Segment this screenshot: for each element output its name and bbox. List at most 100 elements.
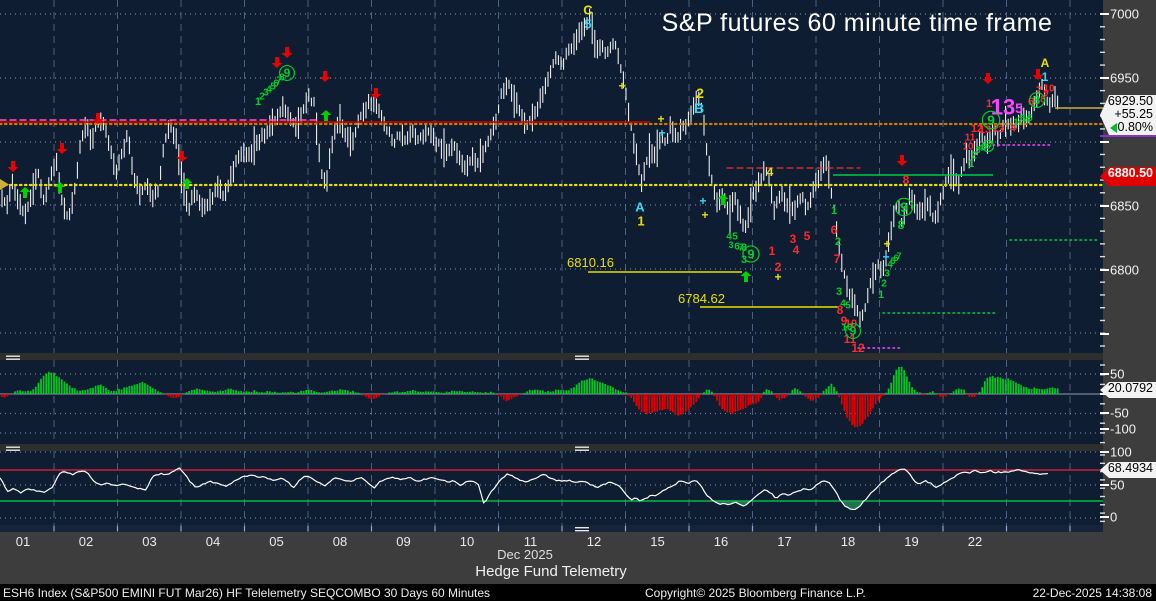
wave-label: 6: [893, 253, 898, 263]
sell-arrow-icon: [56, 143, 68, 154]
panel-resize-handles[interactable]: [6, 355, 589, 532]
sell-arrow-icon: [896, 155, 908, 166]
x-axis-day-label: 04: [205, 534, 221, 549]
plus-marker: +: [774, 270, 781, 284]
wave-label: 8: [837, 303, 844, 317]
wave-label: 6: [831, 223, 838, 237]
footer-bar: ESH6 Index (S&P500 EMINI FUT Mar26) HF T…: [0, 584, 1156, 601]
panel-resize-handle: [575, 530, 589, 532]
x-axis-day-label: 12: [586, 534, 602, 549]
wave-label: 1: [831, 205, 837, 217]
wave-label: 4: [726, 232, 732, 243]
wave-label: 13: [979, 124, 991, 136]
y-axis-tick-label: 50: [1110, 366, 1125, 382]
last-price-flag: 6929.50 +55.25 0.80%: [1100, 95, 1156, 135]
wave-label: 10: [962, 142, 974, 153]
instrument-description: ESH6 Index (S&P500 EMINI FUT Mar26) HF T…: [3, 586, 491, 600]
up-change-wedge-icon: [1110, 123, 1117, 133]
plus-marker: +: [882, 250, 889, 264]
wave-label: 7: [1036, 85, 1042, 97]
panel-resize-handle: [6, 358, 20, 360]
wave-label: 5: [981, 142, 986, 152]
signal-arrows: [7, 47, 1044, 282]
panel-resize-handle: [575, 527, 589, 529]
wave-label: A: [1041, 56, 1050, 70]
wave-label: 3: [728, 240, 733, 250]
wave-label: 5: [890, 256, 895, 266]
x-axis-day-label: 17: [777, 534, 792, 549]
wave-label: 8: [1040, 95, 1046, 106]
panel-resize-handle: [575, 355, 589, 357]
watermark-hedge-fund-telemetry: Hedge Fund Telemetry: [475, 563, 627, 580]
axis-ticks: [53, 13, 1109, 532]
copyright-notice: Copyright© 2025 Bloomberg Finance L.P.: [645, 586, 866, 600]
y-axis-tick-label: 0: [1110, 509, 1118, 525]
x-axis-day-label: 08: [332, 534, 348, 549]
sell-arrow-icon: [271, 57, 283, 68]
sell-arrow-icon: [1032, 69, 1044, 80]
wave-label: 1: [637, 214, 644, 229]
y-axis-tick-label: -50: [1110, 405, 1129, 421]
wave-label: 4: [767, 165, 774, 179]
x-axis-day-label: 01: [15, 534, 31, 549]
histogram-bars: [1, 366, 1059, 428]
wave-label: 2: [971, 151, 977, 162]
x-axis-day-label: 09: [396, 534, 411, 549]
plus-marker: +: [657, 112, 664, 126]
wave-label: 6: [734, 242, 740, 253]
wave-label: 6: [985, 141, 990, 151]
support-level-label: 6784.62: [678, 291, 725, 306]
sell-arrow-icon: [281, 47, 293, 58]
wave-label: 1: [255, 96, 261, 108]
wave-label: 6: [1028, 96, 1034, 108]
panel-resize-handle: [6, 355, 20, 357]
y-axis-tick-label: 100: [1110, 444, 1132, 460]
sell-arrow-icon: [176, 151, 188, 162]
wave-label: 3: [790, 232, 797, 246]
wave-label: 1: [878, 289, 884, 301]
level-start-marker: [0, 179, 9, 190]
wave-label: 1: [769, 244, 776, 258]
wave-label: 5: [804, 229, 811, 243]
wave-label: 4: [887, 260, 893, 271]
y-axis-tick-label: -100: [1110, 421, 1137, 437]
wave-label: 9: [850, 324, 857, 338]
x-axis-day-label: 02: [78, 534, 94, 549]
sell-arrow-icon: [982, 73, 994, 84]
wave-label: 9: [987, 112, 995, 128]
y-axis-tick-label: 6800: [1110, 262, 1139, 278]
wave-label: 2: [696, 85, 704, 101]
timestamp: 22-Dec-2025 14:38:08: [1032, 586, 1152, 600]
wave-label: 8: [741, 242, 747, 254]
wave-label: 5: [1015, 100, 1023, 116]
wave-label: A: [635, 200, 645, 215]
panel-resize-handle: [575, 449, 589, 451]
panel-resize-handle: [6, 446, 20, 448]
wave-label: 4: [978, 143, 983, 153]
support-level-label: 6810.16: [567, 255, 614, 270]
wave-label: 3: [1020, 113, 1025, 123]
wave-label: 5: [584, 17, 591, 32]
rsi-value-flag: 68.4934: [1100, 462, 1156, 478]
x-axis-day-label: 18: [840, 534, 856, 549]
buy-arrow-icon: [54, 182, 66, 193]
wave-label: 10: [841, 323, 853, 334]
wave-label: 5: [1027, 113, 1032, 123]
wave-label: 2: [775, 260, 782, 274]
sell-arrow-icon: [319, 71, 331, 82]
wave-label: 2: [881, 279, 887, 290]
sell-arrow-icon: [92, 113, 104, 124]
wave-label: 1: [968, 158, 974, 170]
wave-label: 3: [741, 254, 747, 266]
plus-marker: +: [699, 194, 706, 208]
wave-label: 9: [747, 247, 754, 262]
plus-marker: +: [883, 237, 890, 251]
sell-arrow-icon: [7, 161, 19, 172]
wave-label: 4: [840, 299, 846, 310]
x-axis-day-label: 15: [650, 534, 665, 549]
wave-label: 5: [845, 301, 851, 312]
buy-arrow-icon: [320, 110, 332, 121]
wave-label: 2: [259, 92, 265, 103]
